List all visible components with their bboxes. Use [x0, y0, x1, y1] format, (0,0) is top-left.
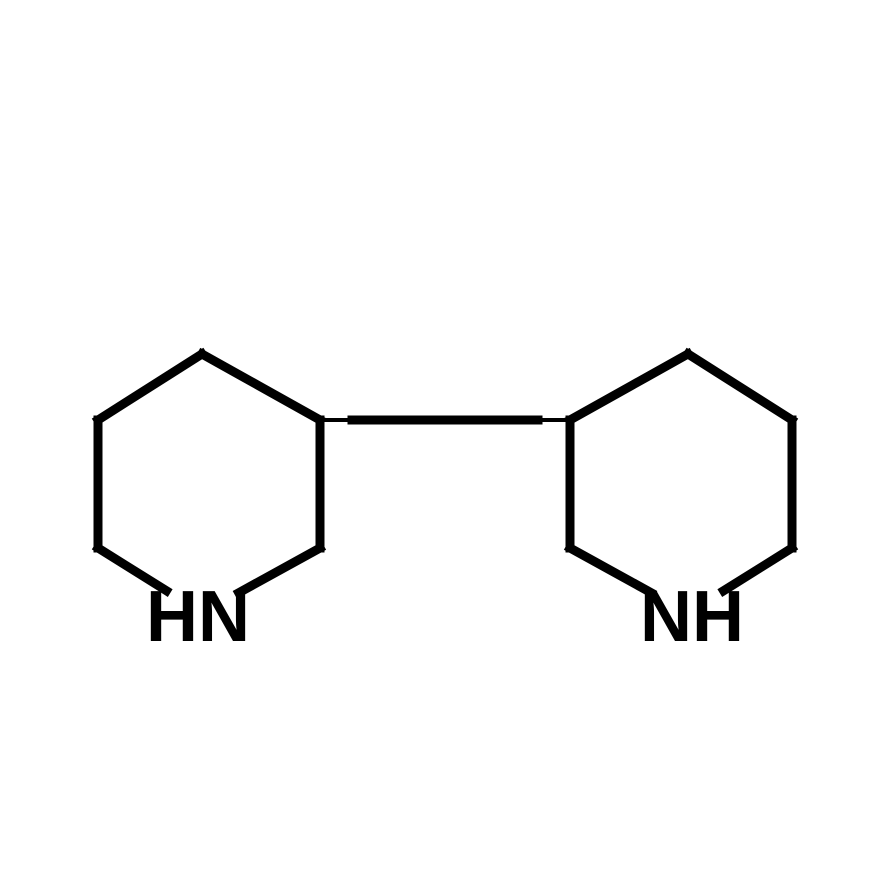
bond [202, 354, 320, 420]
bond [239, 548, 320, 593]
atom-label: HN [146, 577, 250, 657]
bond [570, 354, 688, 420]
bond [98, 354, 202, 420]
molecule-canvas: HN NH [0, 0, 890, 890]
atom-label: NH [640, 577, 744, 657]
bond [688, 354, 792, 420]
